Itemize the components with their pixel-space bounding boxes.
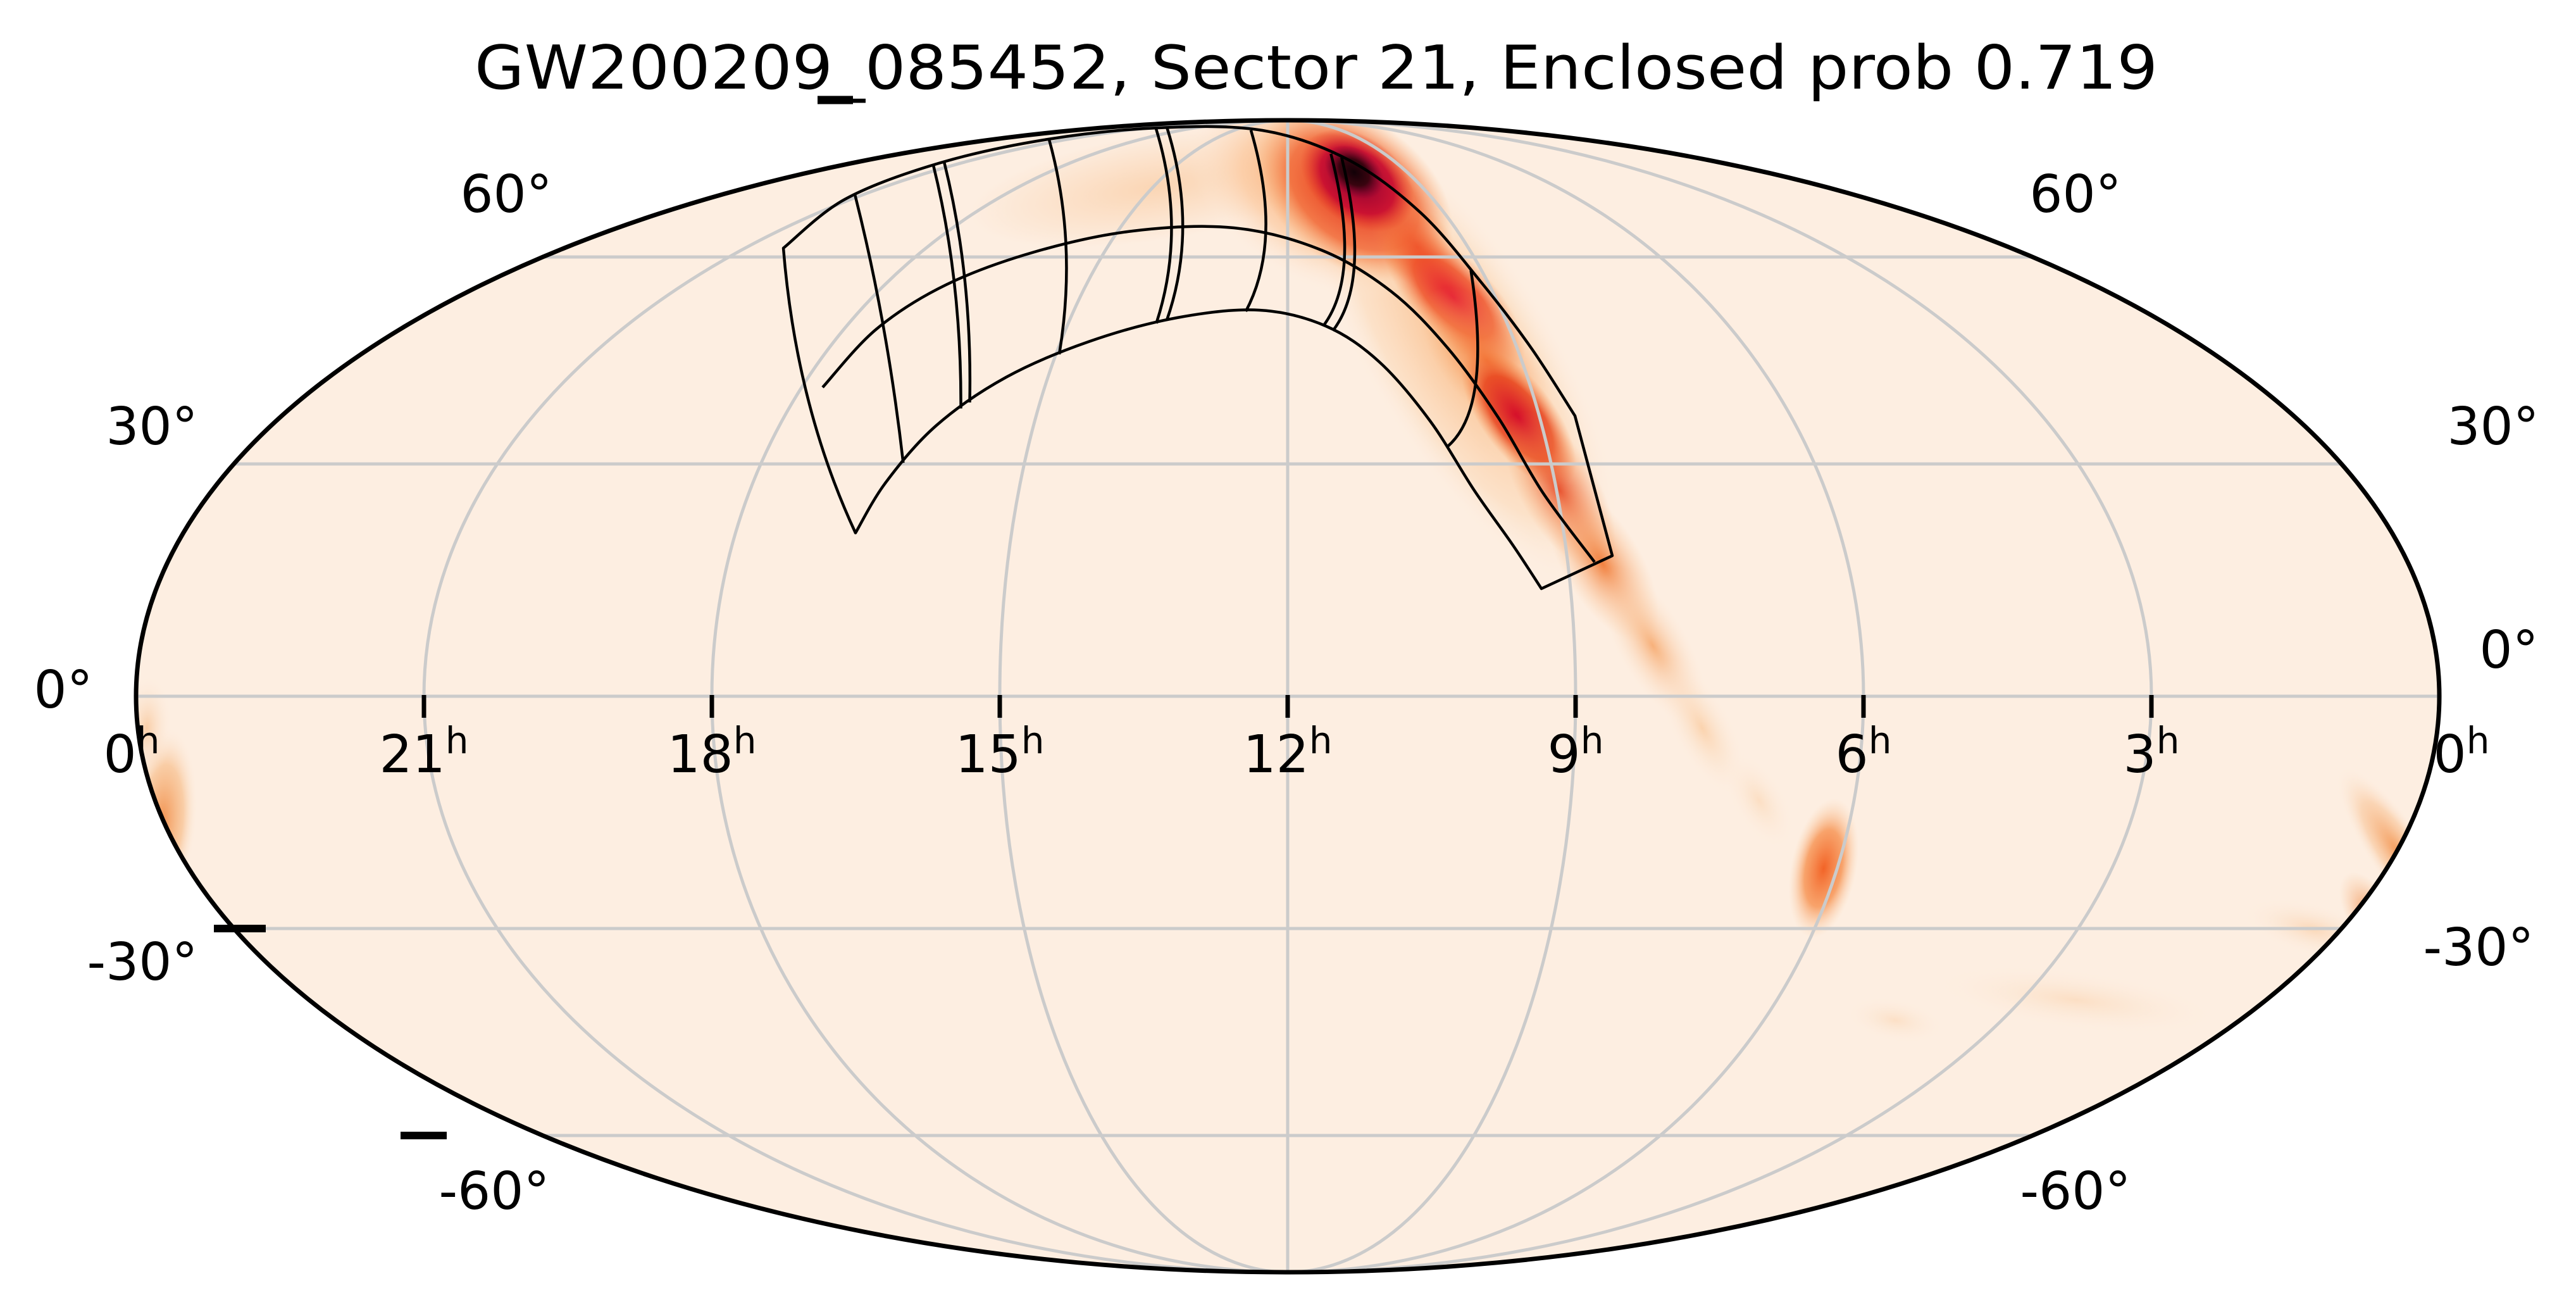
dec-tick-label: 60°: [2029, 165, 2121, 225]
dec-tick-labels: 60° 30° 0° -30° -60° 60° 30° 0° -30° -60°: [34, 165, 2539, 1222]
footprint-row-divider: [821, 225, 1596, 563]
dec-tick-label: -60°: [439, 1161, 550, 1222]
plot-title: GW200209_085452, Sector 21, Enclosed pro…: [475, 34, 2158, 103]
footprint-cell-divider: [854, 195, 905, 463]
footprint-cell-divider: [1322, 153, 1347, 327]
probability-blob: [1657, 659, 1747, 797]
footprint-cell-divider: [943, 161, 972, 403]
dec-tick-label: 0°: [2479, 620, 2538, 680]
equator-ticks: [421, 695, 2154, 718]
probability-blob: [1845, 996, 1946, 1044]
footprint-outline: [781, 125, 1614, 591]
ra-tick-label: 9h: [1548, 719, 1604, 785]
footprint-cell-divider: [931, 165, 962, 409]
dec-tick-label: -30°: [2424, 918, 2534, 978]
probability-blob: [1724, 752, 1795, 849]
footprint-cell-divider: [1331, 157, 1357, 332]
dec-tick-label: -30°: [87, 932, 198, 992]
dec-tick-label: 60°: [460, 165, 552, 225]
dec-tick-label: -60°: [2020, 1161, 2131, 1222]
footprint-cell-divider: [1047, 139, 1068, 355]
probability-blob: [136, 674, 173, 782]
dec-tick-label: 30°: [106, 397, 197, 457]
footprint-cell-divider: [1244, 129, 1267, 313]
footprint-cell-divider: [1165, 127, 1185, 322]
sector-footprint: [781, 125, 1614, 591]
ra-tick-label: 3h: [2124, 719, 2180, 785]
footprint-cell-divider: [1445, 270, 1479, 449]
dec-tick-label: 0°: [34, 660, 92, 720]
probability-blob: [1788, 798, 1859, 939]
footprint-cell-divider: [1154, 127, 1173, 324]
ra-tick-label: 6h: [1836, 719, 1892, 785]
map-outline: [134, 118, 2442, 1275]
dec-tick-label: 30°: [2447, 397, 2539, 457]
ra-tick-label: 0h: [2434, 719, 2490, 785]
ra-tick-labels: 0h 21h 18h 15h 12h 9h 6h 3h 0h: [104, 719, 2490, 785]
